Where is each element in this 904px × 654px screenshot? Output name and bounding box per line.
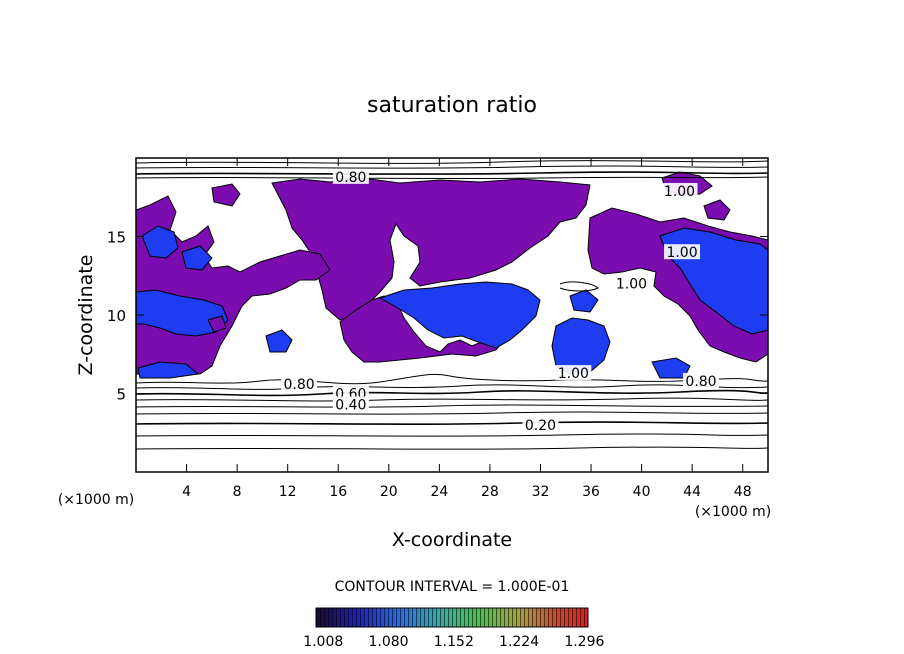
contour-label: 1.00 bbox=[666, 245, 697, 261]
y-tick-label: 10 bbox=[107, 307, 126, 325]
fill-region-blue-patch bbox=[265, 329, 293, 353]
x-tick-label: 8 bbox=[233, 484, 242, 500]
fill-region-purple-patch bbox=[211, 183, 241, 207]
z-unit-label: (×1000 m) bbox=[58, 492, 134, 508]
x-tick-label: 48 bbox=[734, 484, 752, 500]
y-tick-label: 5 bbox=[116, 386, 126, 404]
fill-region-blue-patch bbox=[569, 289, 599, 313]
colorbar-segments bbox=[316, 608, 588, 627]
fill-region-blue-patch bbox=[181, 245, 213, 271]
contour-label: 0.80 bbox=[685, 374, 716, 390]
colorbar-tick-label: 1.224 bbox=[499, 634, 539, 650]
contour-label: 0.80 bbox=[335, 170, 366, 186]
x-unit-label: (×1000 m) bbox=[695, 504, 771, 520]
fill-region-blue-center bbox=[378, 281, 541, 349]
fill-region-blue-patch bbox=[141, 225, 179, 259]
contour-label: 0.80 bbox=[283, 377, 314, 393]
x-tick-label: 16 bbox=[329, 484, 347, 500]
fill-region-purple-patch bbox=[207, 315, 227, 333]
saturation-fill-regions bbox=[136, 171, 768, 379]
contour-label-bg bbox=[555, 365, 592, 381]
x-tick-label: 32 bbox=[532, 484, 550, 500]
y-axis-label: Z-coordinate bbox=[75, 255, 97, 376]
fill-region-purple-upper bbox=[271, 177, 591, 321]
x-tick-label: 28 bbox=[481, 484, 499, 500]
fill-region-blue-left bbox=[136, 289, 229, 337]
colorbar-tick-label: 1.152 bbox=[434, 634, 474, 650]
colorbar-tick-label: 1.008 bbox=[303, 634, 343, 650]
contour-label-bg bbox=[332, 168, 369, 184]
contour-label-bg bbox=[613, 275, 650, 291]
x-tick-label: 24 bbox=[430, 484, 448, 500]
x-tick-label: 36 bbox=[582, 484, 600, 500]
x-tick-label: 40 bbox=[633, 484, 651, 500]
fill-region-purple-patch bbox=[703, 199, 731, 221]
colorbar bbox=[315, 607, 589, 628]
colorbar-tick-labels: 1.008 1.080 1.152 1.224 1.296 bbox=[303, 634, 604, 650]
contour-label: 1.00 bbox=[558, 366, 589, 382]
contour-lines bbox=[136, 160, 768, 450]
x-tick-label: 44 bbox=[683, 484, 701, 500]
fill-region-blue-right bbox=[551, 317, 611, 375]
colorbar-tick-label: 1.080 bbox=[368, 634, 408, 650]
contour-label: 1.00 bbox=[616, 277, 647, 293]
contour-label-bg bbox=[522, 416, 559, 432]
contour-label-bg bbox=[664, 244, 701, 260]
contour-label: 0.20 bbox=[525, 418, 556, 434]
colorbar-tick-label: 1.296 bbox=[564, 634, 604, 650]
x-axis-ticks: 4 8 12 16 20 24 28 32 36 40 44 48 bbox=[182, 158, 752, 500]
chart-title: saturation ratio bbox=[367, 93, 537, 118]
contour-label: 1.00 bbox=[664, 184, 695, 200]
contour-label: 0.40 bbox=[335, 397, 366, 413]
contour-label-bg bbox=[683, 372, 720, 388]
fill-region-blue-patch bbox=[137, 361, 200, 379]
x-tick-label: 4 bbox=[182, 484, 191, 500]
fill-region-blue-patch bbox=[651, 357, 691, 379]
y-axis-ticks: 5 10 15 bbox=[107, 229, 768, 404]
x-axis-label: X-coordinate bbox=[392, 529, 512, 551]
x-tick-label: 20 bbox=[380, 484, 398, 500]
contour-labels: 0.801.001.001.001.000.80 0.800.600.400.20 bbox=[281, 168, 720, 434]
contour-label-bg bbox=[281, 376, 318, 392]
x-tick-label: 12 bbox=[279, 484, 297, 500]
contour-label-bg bbox=[332, 396, 369, 412]
y-tick-label: 15 bbox=[107, 229, 126, 247]
contour-label-bg bbox=[661, 182, 698, 198]
contour-interval-text: CONTOUR INTERVAL = 1.000E-01 bbox=[335, 579, 570, 595]
